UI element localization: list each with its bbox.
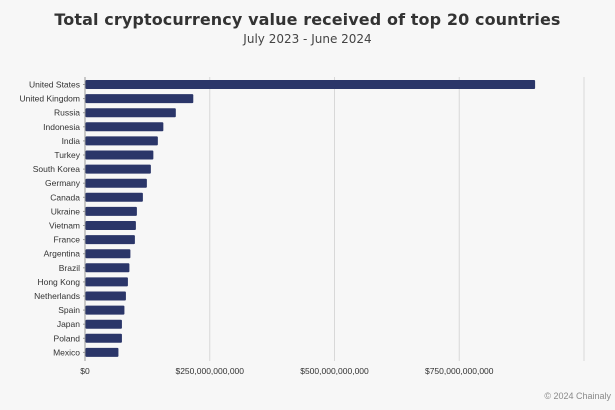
bar: [85, 108, 176, 118]
bar: [85, 249, 131, 259]
category-label: Brazil: [59, 263, 80, 273]
category-label: Indonesia: [43, 122, 80, 132]
gridlines: [209, 77, 585, 361]
bar: [85, 164, 151, 174]
category-label: Vietnam: [49, 221, 80, 231]
bars: [85, 80, 536, 357]
chart-title: Total cryptocurrency value received of t…: [54, 10, 561, 29]
bar: [85, 136, 158, 146]
bar: [85, 206, 137, 216]
category-label: South Korea: [33, 164, 81, 174]
bar: [85, 263, 130, 273]
x-tick-label: $750,000,000,000: [425, 366, 494, 376]
bar: [85, 235, 135, 245]
category-label: Germany: [45, 178, 81, 188]
category-label: Hong Kong: [37, 277, 80, 287]
category-label: Argentina: [44, 249, 81, 259]
category-label: Poland: [54, 333, 81, 343]
category-label: Ukraine: [51, 206, 81, 216]
x-tick-label: $0: [80, 366, 90, 376]
x-tick-label: $500,000,000,000: [300, 366, 369, 376]
x-tick-labels: $0 $250,000,000,000 $500,000,000,000 $750,0…: [80, 366, 494, 376]
category-label: France: [54, 235, 81, 245]
category-label: India: [62, 136, 81, 146]
category-label: United States: [29, 80, 80, 90]
bar: [85, 291, 126, 301]
bar: [85, 221, 136, 230]
bar: [85, 80, 536, 89]
category-label: Russia: [54, 108, 80, 118]
category-labels: United States United Kingdom Russia Indones…: [20, 80, 85, 357]
category-label: Mexico: [53, 347, 80, 357]
category-label: Spain: [58, 305, 80, 315]
chart-subtitle: July 2023 - June 2024: [243, 32, 372, 46]
bar: [85, 150, 154, 160]
category-label: Japan: [57, 319, 80, 329]
bar: [85, 277, 128, 287]
bar: [85, 333, 122, 343]
category-label: Canada: [50, 192, 80, 202]
x-tick-label: $250,000,000,000: [175, 366, 244, 376]
category-label: United Kingdom: [20, 94, 80, 104]
bar: [85, 319, 122, 329]
category-label: Turkey: [54, 150, 80, 160]
bar: [85, 192, 143, 202]
category-label: Netherlands: [34, 291, 80, 301]
bar: [85, 347, 119, 357]
bar: [85, 305, 125, 315]
bar: [85, 122, 164, 132]
copyright-footer: © 2024 Chainaly: [544, 391, 611, 401]
bar: [85, 178, 147, 188]
bar: [85, 94, 194, 104]
